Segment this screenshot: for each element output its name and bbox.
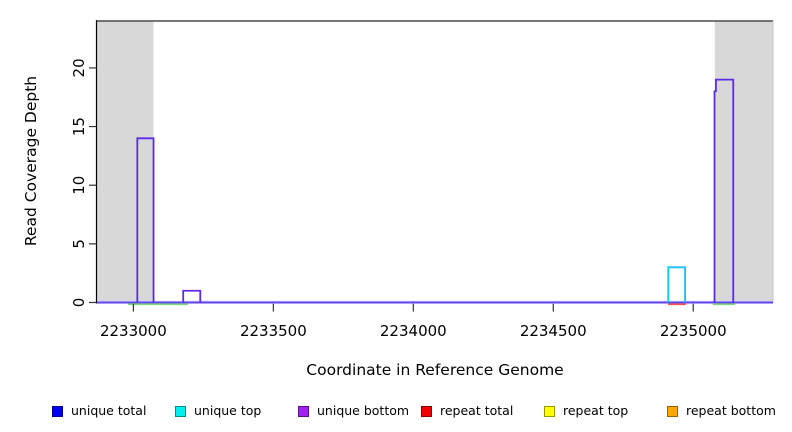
coverage-bar-outline [713, 78, 735, 303]
legend-item-repeat-bottom: repeat bottom [667, 402, 790, 418]
unique-total-swatch-icon [52, 405, 63, 417]
legend-item-repeat-top: repeat top [544, 402, 667, 418]
legend-item-repeat-total: repeat total [421, 402, 544, 418]
legend-label: unique top [194, 402, 262, 418]
repeat-total-swatch-icon [421, 405, 432, 417]
y-tick-label: 5 [70, 239, 88, 249]
repeat-top-swatch-icon [544, 405, 555, 417]
x-tick-label: 2235000 [660, 322, 727, 340]
unique-bottom-swatch-icon [298, 405, 309, 417]
shaded-region [97, 21, 154, 304]
legend-item-unique-bottom: unique bottom [298, 402, 421, 418]
legend-label: unique bottom [317, 402, 410, 418]
y-axis-title: Read Coverage Depth [22, 76, 40, 246]
y-tick-label: 20 [70, 58, 88, 77]
legend-label: unique total [71, 402, 147, 418]
repeat-bottom-swatch-icon [667, 405, 678, 417]
legend-item-unique-total: unique total [52, 402, 175, 418]
x-tick-label: 2233000 [100, 322, 167, 340]
y-tick-label: 10 [70, 176, 88, 195]
coverage-bar-outline [182, 289, 202, 303]
coverage-bar-outline [136, 137, 155, 303]
legend-label: repeat top [563, 402, 629, 418]
y-tick-label: 15 [70, 117, 88, 136]
x-tick-label: 2233500 [240, 322, 307, 340]
unique-top-swatch-icon [175, 405, 186, 417]
coverage-bar-outline-inner [667, 266, 686, 303]
plot-dynamic-layer: 2233000 2233500 2234000 2234500 2235000 0 5 10 1… [70, 20, 774, 340]
legend-item-unique-top: unique top [175, 402, 298, 418]
legend-label: repeat bottom [686, 402, 776, 418]
shaded-region [714, 21, 773, 304]
coverage-bar-outline [667, 266, 687, 303]
y-tick-label: 0 [70, 298, 88, 308]
x-tick-label: 2234000 [380, 322, 447, 340]
legend-label: repeat total [440, 402, 514, 418]
legend: unique total unique top unique bottom re… [52, 399, 790, 423]
x-axis-title: Coordinate in Reference Genome [306, 361, 563, 379]
x-tick-label: 2234500 [520, 322, 587, 340]
